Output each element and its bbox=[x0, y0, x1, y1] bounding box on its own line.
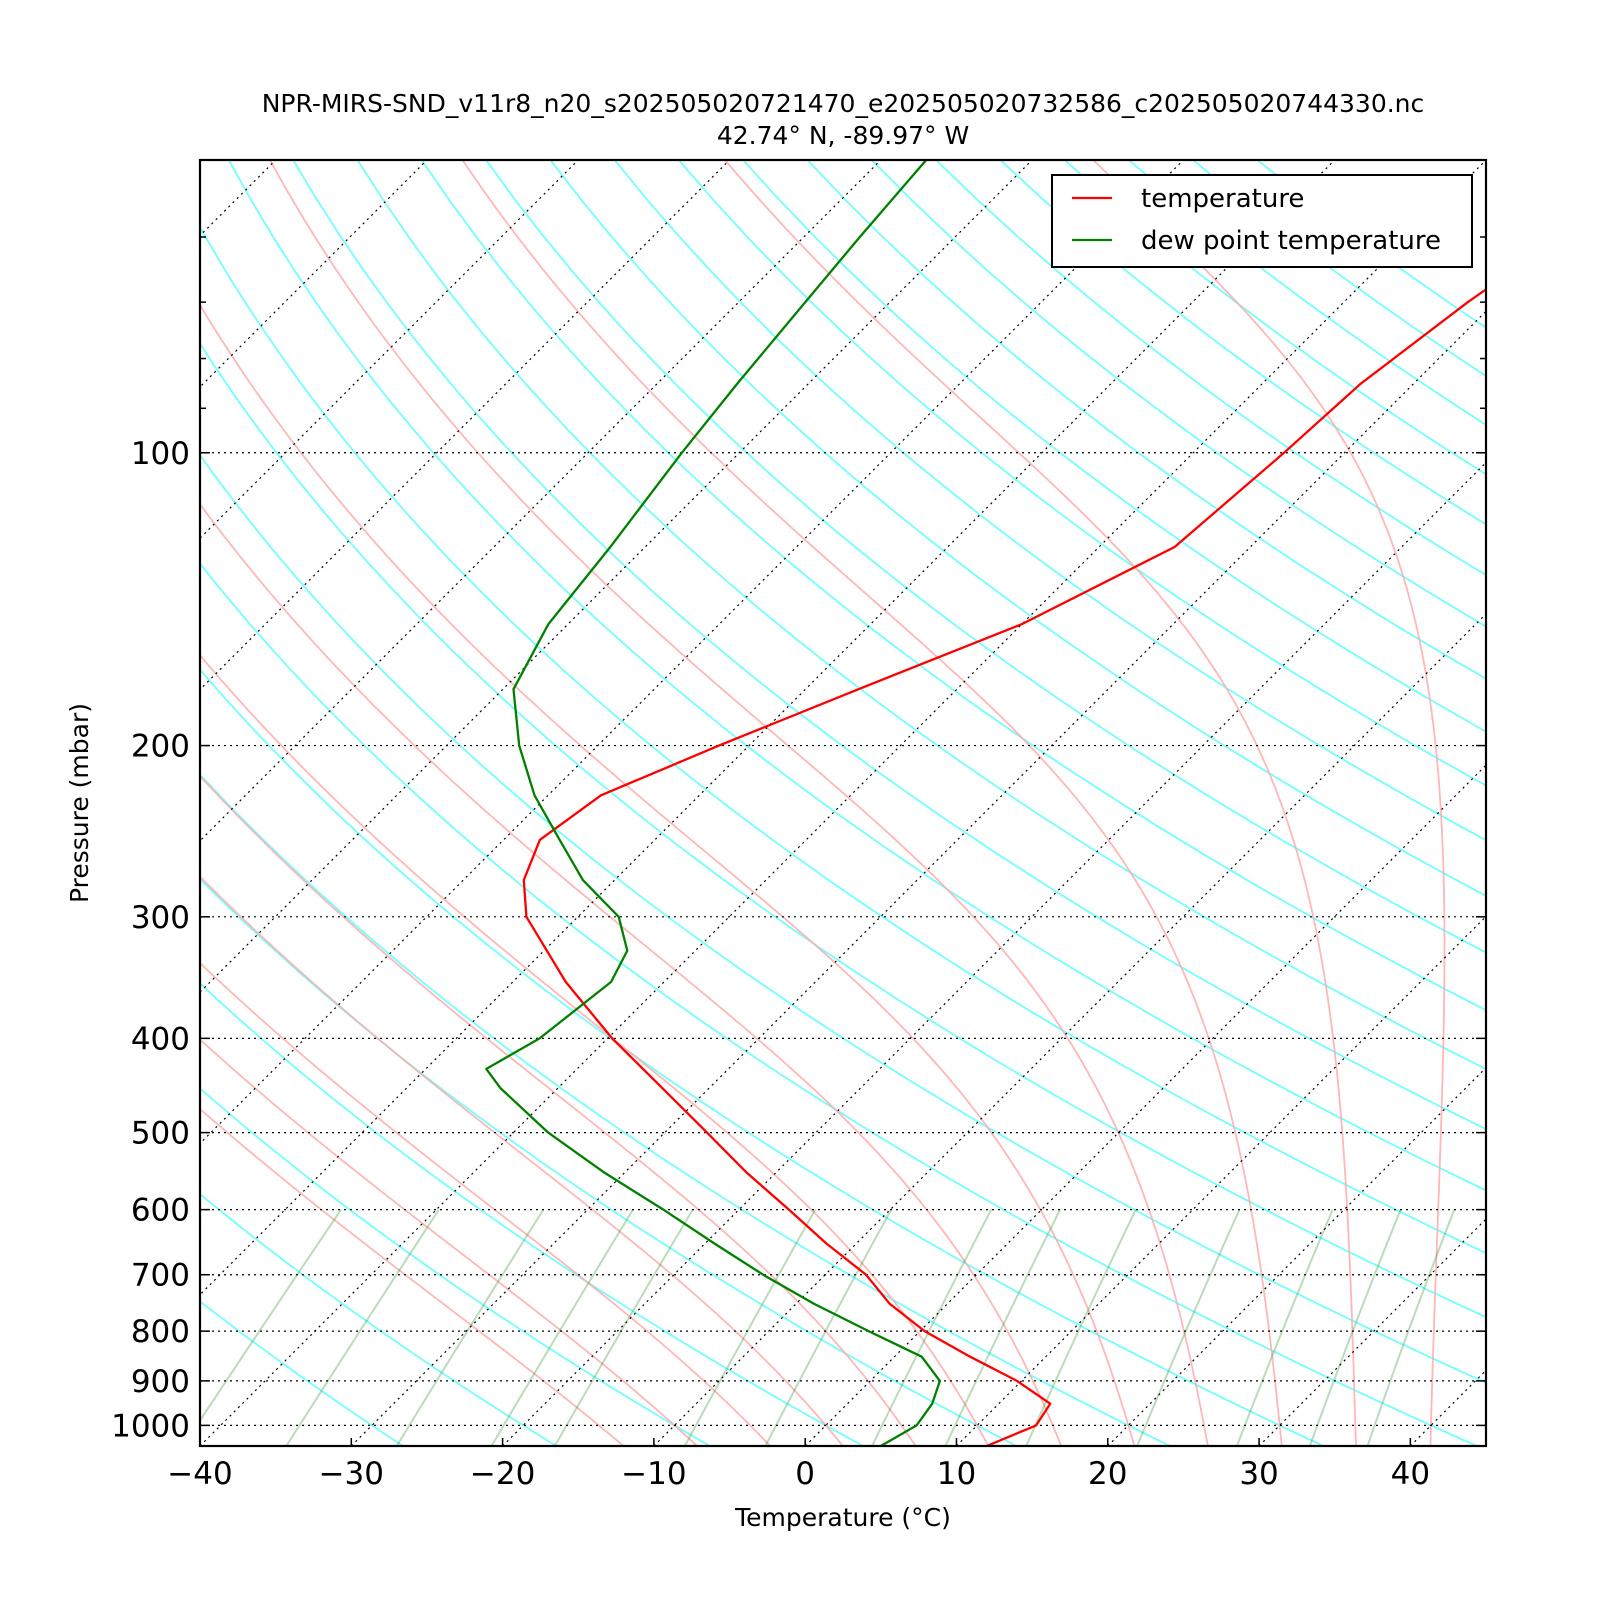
x-tick-label: 20 bbox=[1088, 1456, 1127, 1492]
mixing-ratio-line bbox=[553, 1209, 694, 1446]
sounding-series bbox=[485, 160, 1486, 1446]
mixing-ratio-line bbox=[1025, 1209, 1137, 1446]
plot-frame bbox=[198, 158, 1488, 1448]
dry-adiabat-line bbox=[200, 877, 1018, 1446]
dry-adiabat-line bbox=[200, 668, 1324, 1446]
x-tick-label: 0 bbox=[795, 1456, 815, 1492]
moist-adiabat-line bbox=[200, 961, 771, 1446]
x-tick-label: −10 bbox=[621, 1456, 686, 1492]
plot-area bbox=[200, 160, 1486, 1446]
dry-adiabats bbox=[200, 160, 1486, 1446]
y-axis-label: Pressure (mbar) bbox=[65, 703, 94, 903]
gridlines bbox=[200, 160, 1486, 1446]
moist-adiabat-line bbox=[269, 160, 1209, 1446]
x-tick-label: 30 bbox=[1239, 1456, 1278, 1492]
x-tick-label: −40 bbox=[167, 1456, 232, 1492]
mixing-ratio-line bbox=[1308, 1209, 1402, 1446]
moist-adiabats bbox=[200, 160, 1446, 1446]
y-tick-label: 300 bbox=[131, 900, 190, 936]
dry-adiabat-line bbox=[292, 160, 1486, 1131]
dry-adiabat-line bbox=[200, 225, 1486, 1255]
dry-adiabat-line bbox=[200, 982, 864, 1446]
legend-label-dewpoint: dew point temperature bbox=[1141, 226, 1441, 256]
dry-adiabat-line bbox=[200, 1300, 404, 1446]
moist-adiabat-line bbox=[200, 653, 990, 1446]
moist-adiabat-line bbox=[724, 160, 1357, 1446]
dry-adiabat-line bbox=[200, 453, 1486, 1384]
dry-adiabat-line bbox=[200, 773, 1171, 1446]
mixing-ratio-line bbox=[1136, 1209, 1241, 1446]
dry-adiabat-line bbox=[200, 342, 1486, 1319]
chart-subtitle: 42.74° N, -89.97° W bbox=[717, 121, 969, 150]
mixing-ratio-line bbox=[395, 1209, 545, 1446]
mixing-ratio-line bbox=[285, 1209, 440, 1446]
x-tick-label: −30 bbox=[319, 1456, 384, 1492]
moist-adiabat-line bbox=[200, 1038, 698, 1446]
y-tick-label: 900 bbox=[131, 1364, 190, 1400]
dewpoint-profile-line bbox=[485, 160, 942, 1446]
x-tick-labels: −40 −30 −20 −10 0 10 20 30 40 bbox=[167, 1456, 1430, 1492]
y-tick-label: 700 bbox=[131, 1258, 190, 1294]
legend-label-temperature: temperature bbox=[1141, 184, 1304, 214]
moist-adiabat-line bbox=[1092, 160, 1446, 1446]
moist-adiabat-line bbox=[461, 160, 1283, 1446]
moist-adiabat-line bbox=[200, 1107, 625, 1446]
y-tick-label: 200 bbox=[131, 729, 190, 765]
dry-adiabat-line bbox=[200, 1087, 711, 1446]
temperature-profile-line bbox=[522, 287, 1486, 1446]
mixing-ratio-line bbox=[200, 1209, 342, 1423]
dry-adiabat-line bbox=[420, 160, 1486, 1012]
y-tick-labels: 100 200 300 400 500 600 700 800 900 1000 bbox=[111, 436, 190, 1445]
y-tick-label: 500 bbox=[131, 1116, 190, 1152]
y-tick-label: 600 bbox=[131, 1193, 190, 1229]
axis-ticks bbox=[199, 160, 1487, 1446]
dry-adiabat-line bbox=[228, 160, 1486, 1192]
chart-title: NPR-MIRS-SND_v11r8_n20_s202505020721470_… bbox=[262, 89, 1425, 118]
dry-adiabat-line bbox=[200, 562, 1478, 1446]
mixing-ratio-line bbox=[1366, 1209, 1456, 1446]
legend-box bbox=[1051, 174, 1473, 268]
moist-adiabat-line bbox=[200, 774, 917, 1446]
mixing-ratio-line bbox=[871, 1209, 993, 1446]
mixing-ratio-line bbox=[683, 1209, 817, 1446]
mixing-ratio-line bbox=[944, 1209, 1061, 1446]
dry-adiabat-line bbox=[613, 160, 1486, 842]
y-tick-label: 800 bbox=[131, 1314, 190, 1350]
dry-adiabat-line bbox=[200, 1193, 557, 1446]
x-axis-label: Temperature (°C) bbox=[734, 1503, 951, 1532]
mixing-ratio-line bbox=[1235, 1209, 1334, 1446]
x-tick-label: 40 bbox=[1391, 1456, 1430, 1492]
x-tick-label: −20 bbox=[470, 1456, 535, 1492]
y-tick-label: 100 bbox=[131, 436, 190, 472]
moist-adiabat-line bbox=[200, 303, 1136, 1446]
moist-adiabat-line bbox=[200, 875, 844, 1446]
dry-adiabat-line bbox=[485, 160, 1486, 954]
dry-adiabat-line bbox=[356, 160, 1486, 1071]
mixing-ratio-line bbox=[764, 1209, 892, 1446]
y-tick-label: 400 bbox=[131, 1021, 190, 1057]
legend: temperature dew point temperature bbox=[1051, 174, 1473, 268]
x-tick-label: 10 bbox=[937, 1456, 976, 1492]
mixing-ratio-line bbox=[490, 1209, 634, 1446]
dry-adiabat-line bbox=[678, 160, 1486, 787]
y-tick-label: 1000 bbox=[111, 1408, 190, 1444]
dry-adiabat-line bbox=[549, 160, 1486, 897]
mixing-ratio-lines bbox=[200, 1209, 1456, 1446]
